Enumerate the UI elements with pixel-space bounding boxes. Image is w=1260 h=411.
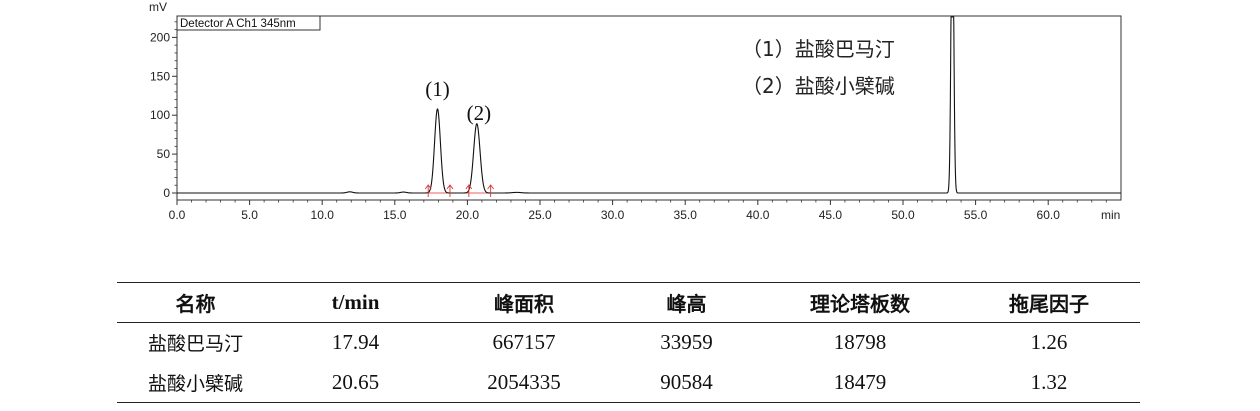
cell-tailing: 1.32: [958, 362, 1140, 403]
x-tick-label: 15.0: [383, 208, 407, 222]
legend-item-2: （2）盐酸小檗碱: [742, 74, 895, 98]
cell-area: 2054335: [437, 362, 611, 403]
x-tick-label: 55.0: [964, 208, 988, 222]
y-axis-label: mV: [149, 0, 167, 14]
chart-title: Detector A Ch1 345nm: [180, 18, 296, 30]
x-tick-label: 0.0: [169, 208, 186, 222]
cell-time: 20.65: [274, 362, 437, 403]
results-table: 名称 t/min 峰面积 峰高 理论塔板数 拖尾因子 盐酸巴马汀 17.94 6…: [117, 282, 1140, 403]
y-tick-label: 50: [157, 147, 171, 161]
detector-box: [176, 15, 321, 31]
header-plates: 理论塔板数: [762, 282, 958, 323]
y-tick-label: 100: [150, 108, 170, 122]
cell-tailing: 1.26: [1030, 330, 1068, 355]
integration-marker: [424, 184, 432, 197]
x-tick-label: 20.0: [456, 208, 480, 222]
peak-label-2: (2): [467, 101, 492, 125]
y-tick-label: 0: [163, 186, 170, 200]
x-tick-label: 10.0: [311, 208, 335, 222]
cell-height: 33959: [660, 330, 713, 355]
x-tick-label: 5.0: [241, 208, 258, 222]
header-area: 峰面积: [437, 282, 611, 323]
x-tick-label: 60.0: [1037, 208, 1061, 222]
x-tick-label: 35.0: [674, 208, 698, 222]
integration-marker: [465, 184, 473, 197]
plot-frame: [176, 15, 1122, 201]
cell-plates: 18479: [762, 362, 958, 403]
integration-marker: [487, 184, 494, 197]
y-tick-label: 200: [150, 30, 170, 44]
header-tailing: 拖尾因子: [958, 282, 1140, 323]
cell-name: 盐酸巴马汀: [147, 333, 243, 356]
table-header-row: 名称 t/min 峰面积 峰高 理论塔板数 拖尾因子: [117, 282, 1140, 323]
header-name: 名称: [117, 282, 274, 323]
chromatogram-trace: [177, 16, 1121, 194]
x-axis-label: min: [1101, 208, 1120, 222]
legend-item-1: （1）盐酸巴马汀: [742, 37, 895, 61]
chromatogram: 0.0 5.0 10.0 15.0 20.0 25.0 30.0 35.0 40.0 45.0 50…: [149, 0, 1122, 222]
table-row: 盐酸小檗碱 20.65 2054335 90584 18479 1.32: [117, 362, 1140, 403]
cell-area: 667157: [492, 330, 556, 355]
cell-time: 17.94: [331, 330, 380, 355]
x-tick-label: 25.0: [528, 208, 552, 222]
cell-height: 90584: [611, 362, 762, 403]
cell-plates: 18798: [833, 330, 887, 355]
y-tick-label: 150: [150, 69, 170, 83]
x-tick-label: 30.0: [601, 208, 625, 222]
table-row: 盐酸巴马汀 17.94 667157 33959 18798 1.26: [117, 323, 1140, 363]
header-height: 峰高: [611, 282, 762, 323]
cell-name: 盐酸小檗碱: [117, 362, 274, 403]
x-tick-label: 45.0: [819, 208, 843, 222]
integration-marker: [446, 184, 454, 197]
header-time: t/min: [274, 282, 437, 323]
x-tick-label: 40.0: [746, 208, 770, 222]
peak-label-1: (1): [425, 77, 450, 101]
x-tick-label: 50.0: [891, 208, 915, 222]
